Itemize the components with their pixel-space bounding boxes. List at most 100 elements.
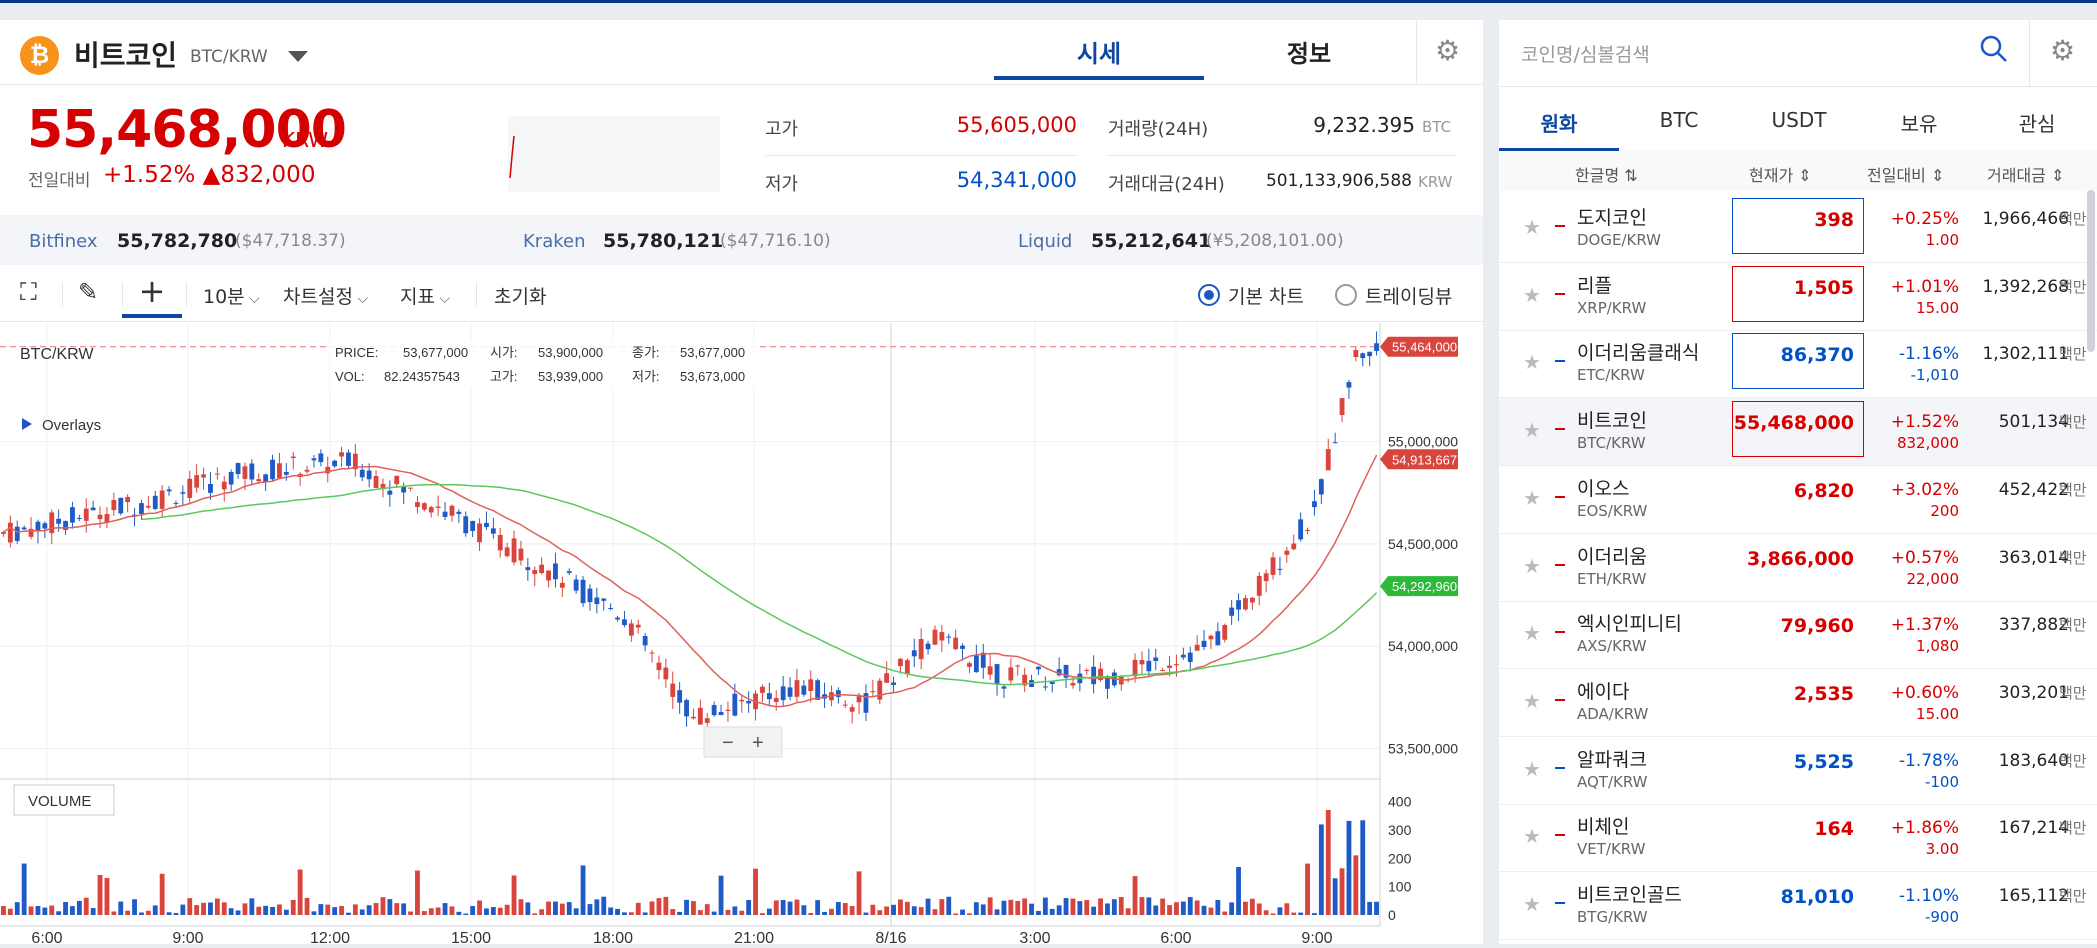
exchange-jpy: (¥5,208,101.00) bbox=[1206, 231, 1344, 251]
divider bbox=[186, 282, 187, 306]
candle-body bbox=[725, 709, 731, 711]
coin-row[interactable]: ★ 비트코인 BTC/KRW 55,468,000 +1.52% 832,000 501,1… bbox=[1499, 398, 2097, 467]
coin-name: 이오스 bbox=[1577, 477, 1630, 500]
crosshair-icon[interactable]: + bbox=[122, 272, 182, 318]
search-icon-svg bbox=[1980, 35, 2007, 62]
amount-unit: KRW bbox=[1418, 173, 1453, 191]
candle-body bbox=[125, 496, 131, 503]
candle-body bbox=[518, 548, 524, 561]
coin-price: 164 bbox=[1814, 818, 1854, 841]
coin-row[interactable]: ★ 이오스 EOS/KRW 6,820 +3.02% 200 452,422 백만 bbox=[1499, 466, 2097, 534]
tab-holdings[interactable]: 보유 bbox=[1900, 112, 1938, 136]
col-name[interactable]: 한글명 ⇅ bbox=[1575, 166, 1638, 185]
star-icon[interactable]: ★ bbox=[1523, 215, 1541, 239]
reset-button[interactable]: 초기화 bbox=[494, 286, 547, 308]
star-icon[interactable]: ★ bbox=[1523, 350, 1541, 375]
coin-row[interactable]: ★ 비트코인골드 BTG/KRW 81,010 -1.10% -900 165,112 백만 bbox=[1499, 872, 2097, 940]
candle-body bbox=[145, 505, 151, 508]
chart-svg: 55,000,000 54,500,000 54,000,000 53,500,000… bbox=[0, 323, 1458, 947]
exchange-price: 55,782,780 bbox=[117, 230, 238, 252]
tab-price[interactable]: 시세 bbox=[994, 34, 1204, 80]
volume-bar bbox=[822, 911, 827, 915]
pencil-icon[interactable]: ✎ bbox=[78, 278, 99, 306]
star-icon[interactable]: ★ bbox=[1523, 621, 1541, 646]
search-input[interactable]: 코인명/심볼검색 bbox=[1521, 44, 1650, 66]
star-icon[interactable]: ★ bbox=[1523, 688, 1541, 713]
coin-row[interactable]: ★ 알파쿼크 AQT/KRW 5,525 -1.78% -100 183,640 백만 bbox=[1499, 737, 2097, 805]
candle-body bbox=[194, 475, 200, 488]
price-flash-box bbox=[1732, 333, 1864, 390]
candlestick-chart[interactable]: 55,000,000 54,500,000 54,000,000 53,500,000… bbox=[0, 323, 1483, 947]
volume-bar bbox=[1256, 903, 1262, 915]
volume-bar bbox=[918, 907, 924, 915]
candle-body bbox=[939, 632, 945, 641]
search-icon[interactable] bbox=[1979, 34, 2009, 68]
candle-body bbox=[1174, 664, 1179, 666]
coin-row[interactable]: ★ 비체인 VET/KRW 164 +1.86% 3.00 167,214 백만 bbox=[1499, 804, 2097, 873]
col-change[interactable]: 전일대비 ⇕ bbox=[1867, 166, 1945, 185]
gear-icon[interactable]: ⚙ bbox=[2050, 34, 2076, 67]
star-icon[interactable]: ★ bbox=[1523, 485, 1541, 510]
col-price[interactable]: 현재가 ⇕ bbox=[1749, 166, 1812, 185]
col-amount[interactable]: 거래대금 ⇕ bbox=[1987, 166, 2065, 185]
candle-body bbox=[911, 650, 917, 657]
volume-bar bbox=[1208, 907, 1214, 915]
scrollbar[interactable] bbox=[2087, 190, 2095, 352]
tab-krw[interactable]: 원화 bbox=[1499, 108, 1619, 152]
tab-info[interactable]: 정보 bbox=[1286, 40, 1332, 68]
star-icon[interactable]: ★ bbox=[1523, 892, 1541, 916]
x-tick-label: 15:00 bbox=[451, 930, 491, 944]
volume-bar bbox=[608, 907, 614, 915]
tradingview-radio[interactable] bbox=[1335, 284, 1357, 306]
coin-row[interactable]: ★ 이더리움클래식 ETC/KRW 86,370 -1.16% -1,010 1,302,1… bbox=[1499, 330, 2097, 399]
basic-chart-radio[interactable] bbox=[1198, 284, 1220, 306]
volume-bar bbox=[90, 908, 96, 915]
volume-bar bbox=[904, 901, 910, 915]
star-icon[interactable]: ★ bbox=[1523, 553, 1541, 578]
candle-body bbox=[139, 503, 144, 514]
volume-bar bbox=[1222, 911, 1228, 915]
volume-bar bbox=[1111, 899, 1117, 915]
chevron-down-icon[interactable] bbox=[288, 51, 308, 62]
volume-bar bbox=[856, 871, 862, 915]
volume-bar bbox=[173, 913, 179, 915]
price-tag bbox=[1380, 449, 1458, 470]
star-icon[interactable]: ★ bbox=[1523, 824, 1541, 849]
coin-row[interactable]: ★ 이더리움 ETH/KRW 3,866,000 +0.57% 22,000 363,014… bbox=[1499, 534, 2097, 602]
candle-body bbox=[1015, 665, 1021, 667]
volume-bar bbox=[63, 901, 68, 915]
volume-bar bbox=[118, 901, 124, 915]
star-icon[interactable]: ★ bbox=[1523, 418, 1541, 443]
price-tag-label: 54,292,960 bbox=[1392, 579, 1457, 594]
gear-icon[interactable]: ⚙ bbox=[1435, 34, 1461, 67]
volume-bar bbox=[166, 912, 172, 915]
indicators-menu[interactable]: 지표 ⌵ bbox=[400, 282, 450, 309]
volume-bar bbox=[932, 909, 938, 915]
coin-row[interactable]: ★ 에이다 ADA/KRW 2,535 +0.60% 15.00 303,201 백만 bbox=[1499, 669, 2097, 737]
candle-body bbox=[870, 691, 876, 693]
star-icon[interactable]: ★ bbox=[1523, 282, 1541, 307]
candle-body bbox=[484, 522, 489, 528]
chart-settings-menu[interactable]: 차트설정 ⌵ bbox=[283, 282, 368, 309]
candle-body bbox=[918, 639, 924, 660]
candle-body bbox=[553, 563, 558, 580]
change-value: 15.00 bbox=[1916, 298, 1959, 317]
tab-favorites[interactable]: 관심 bbox=[2018, 112, 2056, 136]
coin-row[interactable]: ★ 도지코인 DOGE/KRW 398 +0.25% 1.00 1,966,466 백만 bbox=[1499, 195, 2097, 263]
volume-bar bbox=[787, 901, 793, 915]
candle-body bbox=[1360, 353, 1366, 359]
tab-usdt[interactable]: USDT bbox=[1771, 108, 1827, 132]
change-value: -900 bbox=[1924, 908, 1959, 926]
candle-body bbox=[228, 472, 234, 485]
coin-row[interactable]: ★ 엑시인피니티 AXS/KRW 79,960 +1.37% 1,080 337,882 백만 bbox=[1499, 601, 2097, 670]
tab-btc[interactable]: BTC bbox=[1659, 108, 1699, 132]
volume-bar bbox=[21, 863, 27, 915]
trade-amount: 337,882 bbox=[1998, 615, 2069, 636]
coin-row[interactable]: ★ 리플 XRP/KRW 1,505 +1.01% 15.00 1,392,268 백만 bbox=[1499, 263, 2097, 331]
star-icon[interactable]: ★ bbox=[1523, 756, 1541, 781]
volume-bar bbox=[311, 911, 317, 915]
interval-select[interactable]: 10분 ⌵ bbox=[203, 282, 260, 309]
fullscreen-icon[interactable]: ⛶ bbox=[20, 278, 37, 306]
candle-body bbox=[463, 516, 469, 534]
exchange-usd: ($47,716.10) bbox=[720, 231, 831, 251]
